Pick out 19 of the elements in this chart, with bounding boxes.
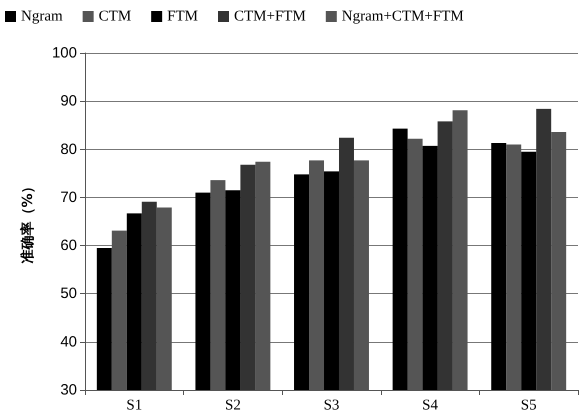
y-tick-label: 90 (60, 92, 77, 110)
legend-label: Ngram+CTM+FTM (342, 8, 464, 24)
y-tick-label: 100 (52, 44, 77, 62)
legend-label: CTM+FTM (234, 8, 306, 24)
x-tick-label: S3 (324, 398, 340, 413)
x-tick-label: S2 (224, 398, 241, 413)
x-tick-label: S1 (126, 398, 142, 413)
y-tick-label: 50 (60, 285, 77, 302)
y-tick-label: 60 (60, 237, 77, 254)
legend-label: Ngram (21, 8, 63, 24)
legend-label: FTM (167, 8, 198, 24)
y-tick-label: 70 (60, 188, 77, 206)
x-tick-label: S4 (422, 398, 439, 413)
y-axis-title: 准确率（%） (19, 179, 36, 264)
y-tick-label: 80 (60, 140, 77, 158)
y-tick-label: 30 (60, 382, 77, 398)
legend-label: CTM (98, 8, 132, 24)
y-tick-label: 40 (60, 333, 77, 350)
x-tick-label: S5 (520, 398, 537, 413)
